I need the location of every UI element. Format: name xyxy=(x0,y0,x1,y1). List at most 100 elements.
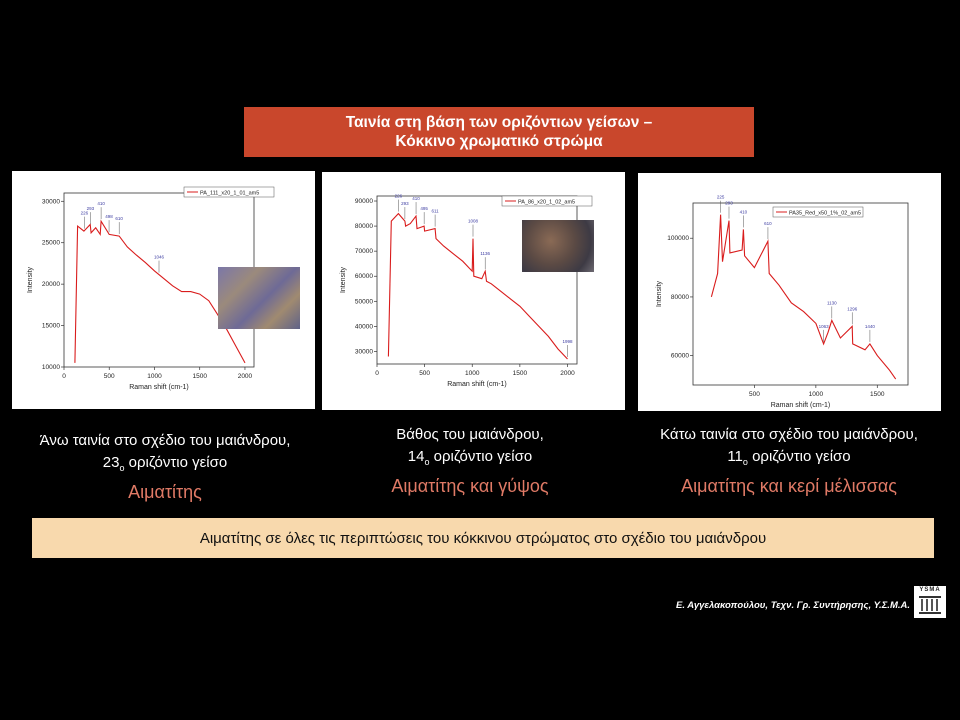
plot-frame xyxy=(692,202,909,386)
legend: PA_86_x20_1_02_am5 xyxy=(501,195,593,207)
caption-2-ordinal: ο xyxy=(424,457,430,467)
y-tick-label: 30000 xyxy=(42,198,60,205)
y-tick-label: 15000 xyxy=(42,323,60,330)
y-tick-label: 30000 xyxy=(355,348,373,355)
x-tick-label: 1000 xyxy=(809,391,824,398)
x-tick-label: 2000 xyxy=(238,373,253,380)
x-tick-label: 1000 xyxy=(465,370,480,377)
peak-label: 1998 xyxy=(562,339,573,344)
peak-label: 610 xyxy=(115,216,123,221)
y-tick-label: 20000 xyxy=(42,281,60,288)
y-tick-label: 50000 xyxy=(355,298,373,305)
spectrum-panel-2: 0 500 1000 1500 2000 30000 40000 50000 60000 7000… xyxy=(322,172,625,410)
peak-label: 410 xyxy=(412,196,420,201)
legend-box xyxy=(183,186,275,198)
summary-text: Αιματίτης σε όλες τις περιπτώσεις του κό… xyxy=(199,529,767,547)
y-tick-label: 60000 xyxy=(671,353,689,360)
peak-label: 1008 xyxy=(468,219,479,224)
author-credit: Ε. Αγγελακοπούλου, Τεχν. Γρ. Συντήρησης,… xyxy=(676,600,910,611)
peak-label: 225 xyxy=(717,195,725,200)
slide-title-line1: Ταινία στη βάση των οριζόντιων γείσων – xyxy=(345,114,653,131)
x-tick-label: 2000 xyxy=(560,370,575,377)
peak-label: 610 xyxy=(764,221,772,226)
spectrum-panel-3: 500 1000 1500 60000 80000 100000 Raman shift (… xyxy=(638,173,941,411)
caption-2-line2-rest: οριζόντιο γείσο xyxy=(433,448,533,465)
y-tick-label: 40000 xyxy=(355,323,373,330)
peak-label: 293 xyxy=(401,201,409,206)
ysma-logo-text: YSMA xyxy=(919,587,941,593)
x-tick-label: 1500 xyxy=(513,370,528,377)
legend-label: PA35_Red_x50_1%_02_am5 xyxy=(789,211,861,217)
caption-3-line2-rest: οριζόντιο γείσο xyxy=(752,448,851,465)
caption-1: Άνω ταινία στο σχέδιο του μαιάνδρου, 23ο… xyxy=(20,430,310,503)
caption-3: Κάτω ταινία στο σχέδιο του μαιάνδρου, 11… xyxy=(634,424,944,497)
x-tick-label: 500 xyxy=(419,370,430,377)
ysma-logo: YSMA xyxy=(914,586,946,618)
legend-label: PA_86_x20_1_02_am5 xyxy=(518,200,575,206)
x-tick-label: 0 xyxy=(62,373,66,380)
spectrum-line xyxy=(387,212,568,360)
plot-frame xyxy=(376,195,578,365)
legend-label: PA_111_x20_1_01_am5 xyxy=(200,191,259,197)
caption-3-mineral: Αιματίτης και κερί μέλισσας xyxy=(681,476,897,496)
microscope-photo-1 xyxy=(218,267,300,329)
y-axis-label: Intensity xyxy=(27,266,34,293)
y-tick-label: 70000 xyxy=(355,248,373,255)
caption-3-number: 11 xyxy=(727,448,743,465)
caption-2-mineral: Αιματίτης και γύψος xyxy=(391,476,549,496)
peak-label: 1440 xyxy=(865,324,876,329)
caption-1-line2: 23ο οριζόντιο γείσο xyxy=(20,452,310,479)
microscope-photo-2 xyxy=(522,220,594,272)
y-tick-label: 10000 xyxy=(42,364,60,371)
y-axis-label: Intensity xyxy=(340,266,347,293)
x-tick-label: 500 xyxy=(104,373,115,380)
ysma-logo-mark xyxy=(919,596,941,614)
slide-title-line2: Κόκκινο χρωματικό στρώμα xyxy=(395,133,603,150)
spectrum-panel-1: 0 500 1000 1500 2000 10000 15000 20000 25000 3000… xyxy=(12,171,315,409)
peak-label: 1130 xyxy=(827,300,837,305)
x-tick-label: 1000 xyxy=(147,373,162,380)
y-tick-label: 80000 xyxy=(355,223,373,230)
legend: PA_111_x20_1_01_am5 xyxy=(183,186,275,198)
peak-label: 1063 xyxy=(819,324,830,329)
peak-label: 293 xyxy=(725,201,733,206)
y-tick-label: 90000 xyxy=(355,198,373,205)
spectrum-line xyxy=(710,214,897,380)
y-tick-label: 80000 xyxy=(671,294,689,301)
x-axis-label: Raman shift (cm-1) xyxy=(771,402,831,409)
x-axis-label: Raman shift (cm-1) xyxy=(447,381,507,388)
legend-box xyxy=(501,195,593,207)
x-axis-label: Raman shift (cm-1) xyxy=(129,384,189,391)
peak-label: 498 xyxy=(105,214,113,219)
y-axis-label: Intensity xyxy=(656,280,663,307)
peak-label: 495 xyxy=(420,206,428,211)
caption-1-line2-rest: οριζόντιο γείσο xyxy=(128,454,228,471)
peak-label: 226 xyxy=(395,194,403,199)
spectrum-line xyxy=(74,219,246,364)
spectrum-chart-3: 500 1000 1500 60000 80000 100000 Raman shift (… xyxy=(656,195,909,409)
caption-1-ordinal: ο xyxy=(119,463,125,473)
peak-label: 1136 xyxy=(480,251,490,256)
peak-label: 410 xyxy=(740,209,748,214)
x-tick-label: 1500 xyxy=(870,391,885,398)
slide-title: Ταινία στη βάση των οριζόντιων γείσων – … xyxy=(244,107,754,157)
caption-1-mineral: Αιματίτης xyxy=(128,482,202,502)
caption-1-line1: Άνω ταινία στο σχέδιο του μαιάνδρου, xyxy=(39,432,291,449)
caption-3-ordinal: ο xyxy=(742,457,748,467)
caption-1-number: 23 xyxy=(102,454,120,471)
peak-label: 293 xyxy=(87,206,95,211)
peak-label: 611 xyxy=(432,209,440,214)
x-tick-label: 1500 xyxy=(192,373,207,380)
y-tick-label: 100000 xyxy=(667,235,689,242)
legend: PA35_Red_x50_1%_02_am5 xyxy=(772,206,864,218)
spectrum-chart-2: 0 500 1000 1500 2000 30000 40000 50000 60000 7000… xyxy=(340,194,593,388)
x-tick-label: 0 xyxy=(375,370,379,377)
legend-box xyxy=(772,206,864,218)
caption-3-line2: 11ο οριζόντιο γείσο xyxy=(634,446,944,473)
y-tick-label: 25000 xyxy=(42,240,60,247)
caption-2-line2: 14ο οριζόντιο γείσο xyxy=(320,446,620,473)
caption-2-number: 14 xyxy=(407,448,425,465)
peak-label: 1296 xyxy=(847,306,858,311)
caption-2: Βάθος του μαιάνδρου, 14ο οριζόντιο γείσο… xyxy=(320,424,620,497)
peak-label: 226 xyxy=(81,211,89,216)
